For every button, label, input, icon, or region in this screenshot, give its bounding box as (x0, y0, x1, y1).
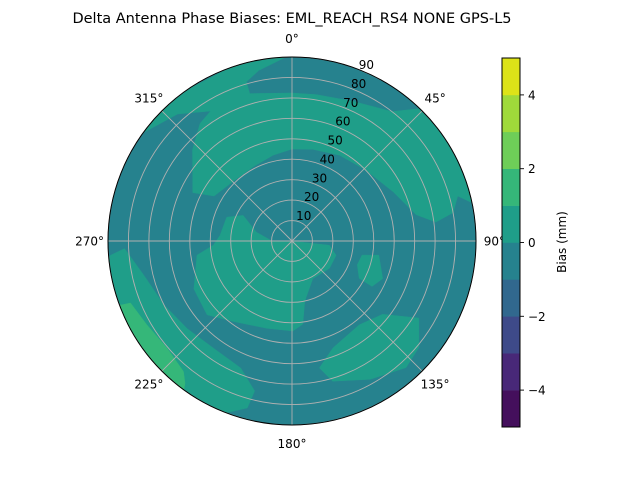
colorbar-tick-label: −4 (528, 384, 546, 398)
radial-tick-label: 30 (312, 171, 327, 185)
angular-tick-label: 180° (278, 437, 307, 451)
radial-tick-label: 10 (296, 209, 311, 223)
radial-tick-label: 50 (327, 134, 342, 148)
colorbar-bin (502, 58, 520, 96)
angular-gridline (291, 110, 423, 242)
colorbar-bin (502, 353, 520, 391)
angular-tick-label: 315° (134, 91, 163, 105)
angular-tick-label: 270° (75, 235, 104, 249)
colorbar-tick-label: 2 (528, 162, 536, 176)
contour-region-2 (357, 254, 383, 287)
colorbar-tick-label: −2 (528, 310, 546, 324)
contour-region-3 (319, 314, 420, 382)
colorbar-tick-label: 4 (528, 88, 536, 102)
polar-plot-area: 0° 45° 90° 135° 180° 225° 270° 315° 10 20 30 40 50 60… (75, 32, 505, 451)
colorbar-bin (502, 242, 520, 280)
colorbar-bin (502, 316, 520, 354)
angular-gridline (291, 240, 423, 372)
radial-tick-label: 20 (304, 190, 319, 204)
colorbar-bin (502, 168, 520, 206)
colorbar-tick-label: 0 (528, 236, 536, 250)
radial-tick-label: 70 (343, 96, 358, 110)
polar-frame (107, 56, 477, 426)
colorbar-bin (502, 131, 520, 169)
colorbar-bin (502, 390, 520, 428)
chart-title: Delta Antenna Phase Biases: EML_REACH_RS… (72, 11, 511, 27)
colorbar: −4 −2 0 2 4 (501, 57, 546, 428)
colorbar-bin (502, 205, 520, 243)
angular-gridline (161, 110, 293, 242)
colorbar-label: Bias (mm) (555, 211, 569, 273)
colorbar-bin (502, 94, 520, 133)
angular-tick-label: 225° (134, 378, 163, 392)
angular-tick-label: 90° (484, 235, 505, 249)
angular-gridline (161, 240, 293, 372)
angular-tick-label: 0° (285, 32, 299, 46)
radial-tick-label: 40 (320, 152, 335, 166)
radial-tick-label: 90 (359, 58, 374, 72)
angular-tick-label: 135° (421, 378, 450, 392)
colorbar-bin (502, 279, 520, 317)
radial-tick-label: 60 (335, 115, 350, 129)
angular-tick-label: 45° (424, 91, 445, 105)
radial-tick-label: 80 (351, 77, 366, 91)
